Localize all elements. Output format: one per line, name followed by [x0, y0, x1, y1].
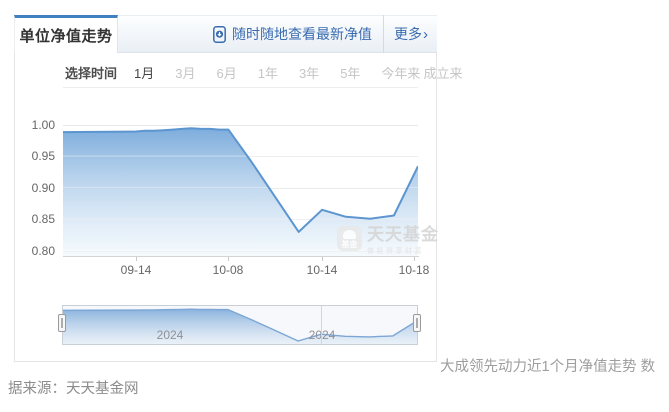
navigator-left-handle[interactable] — [58, 314, 66, 332]
tab-bar-right: 随时随地查看最新净值 更多 › — [118, 15, 437, 53]
range-option-5y[interactable]: 5年 — [340, 65, 361, 81]
header-divider — [383, 15, 384, 53]
more-label: 更多 — [394, 26, 422, 42]
chart-caption: 大成领先动力近1个月净值走势 数 — [440, 359, 656, 375]
chevron-right-icon: › — [423, 25, 428, 43]
range-option-1y[interactable]: 1年 — [257, 65, 278, 81]
tab-label: 单位净值走势 — [19, 28, 113, 45]
mobile-app-link-label: 随时随地查看最新净值 — [232, 26, 372, 42]
range-option-3y[interactable]: 3年 — [298, 65, 320, 81]
mobile-app-link[interactable]: 随时随地查看最新净值 — [213, 24, 372, 44]
time-filter-label: 选择时间 — [65, 65, 118, 81]
navigator-mini-chart — [63, 308, 417, 344]
range-option-6m[interactable]: 6月 — [216, 65, 237, 81]
nav-value-area-chart[interactable] — [63, 124, 418, 257]
navigator-right-handle[interactable] — [413, 314, 421, 332]
range-option-inception[interactable]: 成立来 — [423, 65, 463, 81]
x-axis-line — [63, 256, 419, 257]
phone-download-icon — [213, 25, 226, 43]
filter-divider — [63, 87, 418, 88]
range-option-1m[interactable]: 1月 — [134, 65, 155, 81]
tab-unit-nav-trend[interactable]: 单位净值走势 — [14, 15, 118, 53]
time-range-filter: 选择时间 1月 3月 6月 1年 3年 5年 今年来 成立来 — [65, 59, 462, 85]
data-source-note: 据来源：天天基金网 — [8, 381, 139, 397]
more-link[interactable]: 更多 › — [384, 24, 437, 44]
range-option-ytd[interactable]: 今年来 — [381, 65, 421, 81]
navigator-selection[interactable] — [63, 306, 417, 344]
range-option-3m[interactable]: 3月 — [175, 65, 196, 81]
